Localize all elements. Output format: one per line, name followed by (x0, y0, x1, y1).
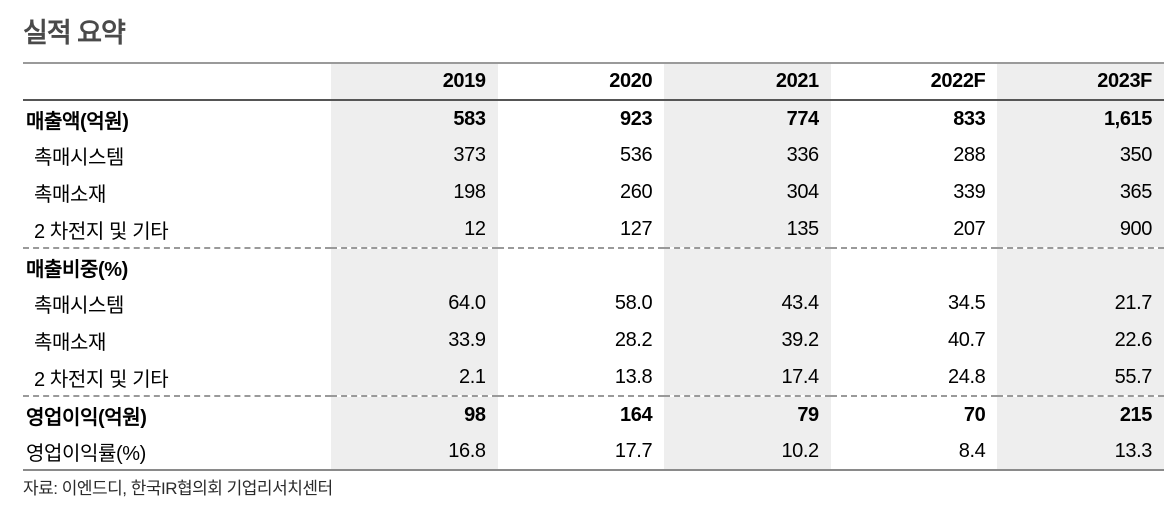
table-row-secondary-battery: 2 차전지 및 기타 12 127 135 207 900 (23, 211, 1164, 248)
table-row-operating-margin: 영업이익률(%) 16.8 17.7 10.2 8.4 13.3 (23, 433, 1164, 470)
cell-value: 336 (786, 144, 820, 166)
table-row-catalyst-system: 촉매시스템 373 536 336 288 350 (23, 137, 1164, 174)
table-row-operating-profit: 영업이익(억원) 98 164 79 70 215 (23, 395, 1164, 433)
table-row-revenue-share: 매출비중(%) (23, 247, 1164, 285)
cell-value (997, 247, 1164, 285)
table-row-revenue: 매출액(억원) 583 923 774 833 1,615 (23, 100, 1164, 137)
cell-value (664, 247, 831, 285)
cell-value: 833 (953, 107, 986, 130)
cell-value: 365 (1119, 181, 1153, 203)
column-header-2022f: 2022F (930, 70, 986, 92)
cell-value: 55.7 (1114, 365, 1153, 388)
table-header-row: 2019 2020 2021 2022F 2023F (23, 63, 1164, 100)
cell-value: 2.1 (458, 365, 486, 388)
cell-value: 288 (953, 144, 986, 166)
cell-value: 339 (953, 181, 986, 203)
column-header-2020: 2020 (609, 70, 653, 92)
cell-value: 17.7 (614, 439, 653, 462)
row-label: 영업이익률(%) (26, 442, 146, 465)
cell-value: 304 (786, 181, 820, 203)
row-label: 매출비중(%) (23, 247, 331, 285)
cell-value (830, 247, 998, 285)
column-header-2021: 2021 (775, 70, 819, 92)
table-row-secondary-battery-share: 2 차전지 및 기타 2.1 13.8 17.4 24.8 55.7 (23, 359, 1164, 396)
earnings-summary-table: 2019 2020 2021 2022F 2023F 매출액(억원) 583 9… (23, 62, 1164, 471)
cell-value: 79 (664, 395, 831, 433)
cell-value: 135 (786, 217, 820, 240)
page-title: 실적 요약 (23, 18, 126, 48)
source-note: 자료: 이엔드디, 한국IR협의회 기업리서치센터 (23, 479, 333, 498)
cell-value: 16.8 (448, 439, 486, 462)
row-label: 촉매시스템 (34, 295, 124, 317)
column-header-2023f: 2023F (1097, 70, 1152, 92)
cell-value: 24.8 (948, 365, 986, 388)
cell-value: 39.2 (781, 329, 819, 351)
cell-value: 536 (620, 144, 653, 166)
row-label: 영업이익(억원) (23, 395, 331, 433)
cell-value: 43.4 (781, 292, 819, 314)
cell-value: 22.6 (1114, 329, 1153, 351)
cell-value: 12 (464, 217, 486, 240)
cell-value: 13.8 (614, 365, 653, 388)
column-header-2019: 2019 (442, 70, 486, 92)
cell-value: 198 (453, 181, 486, 203)
row-label: 촉매시스템 (34, 147, 124, 169)
cell-value: 98 (331, 395, 498, 433)
row-label: 매출액(억원) (26, 110, 129, 133)
cell-value: 923 (620, 107, 653, 130)
cell-value (331, 247, 498, 285)
row-label: 2 차전지 및 기타 (34, 368, 169, 391)
cell-value: 164 (497, 395, 665, 433)
cell-value: 127 (620, 217, 653, 240)
cell-value: 900 (1119, 217, 1153, 240)
row-label: 2 차전지 및 기타 (34, 220, 169, 243)
cell-value: 260 (620, 181, 653, 203)
cell-value: 58.0 (614, 292, 653, 314)
cell-value: 215 (997, 395, 1164, 433)
cell-value: 13.3 (1114, 439, 1153, 462)
cell-value: 350 (1119, 144, 1153, 166)
cell-value: 21.7 (1114, 292, 1153, 314)
cell-value (497, 247, 665, 285)
cell-value: 10.2 (781, 439, 819, 462)
cell-value: 17.4 (781, 365, 819, 388)
cell-value: 40.7 (948, 329, 986, 351)
row-label: 촉매소재 (34, 332, 106, 354)
cell-value: 373 (453, 144, 486, 166)
table-row-catalyst-material-share: 촉매소재 33.9 28.2 39.2 40.7 22.6 (23, 322, 1164, 359)
table-row-catalyst-material: 촉매소재 198 260 304 339 365 (23, 174, 1164, 211)
cell-value: 70 (830, 395, 998, 433)
cell-value: 774 (786, 107, 820, 130)
cell-value: 64.0 (448, 292, 486, 314)
row-label: 촉매소재 (34, 184, 106, 206)
cell-value: 583 (453, 107, 486, 130)
cell-value: 207 (953, 217, 986, 240)
cell-value: 8.4 (958, 439, 986, 462)
cell-value: 34.5 (948, 292, 986, 314)
corner-cell (23, 63, 331, 100)
cell-value: 28.2 (614, 329, 653, 351)
table-row-catalyst-system-share: 촉매시스템 64.0 58.0 43.4 34.5 21.7 (23, 285, 1164, 322)
cell-value: 33.9 (448, 329, 486, 351)
cell-value: 1,615 (1103, 107, 1152, 130)
